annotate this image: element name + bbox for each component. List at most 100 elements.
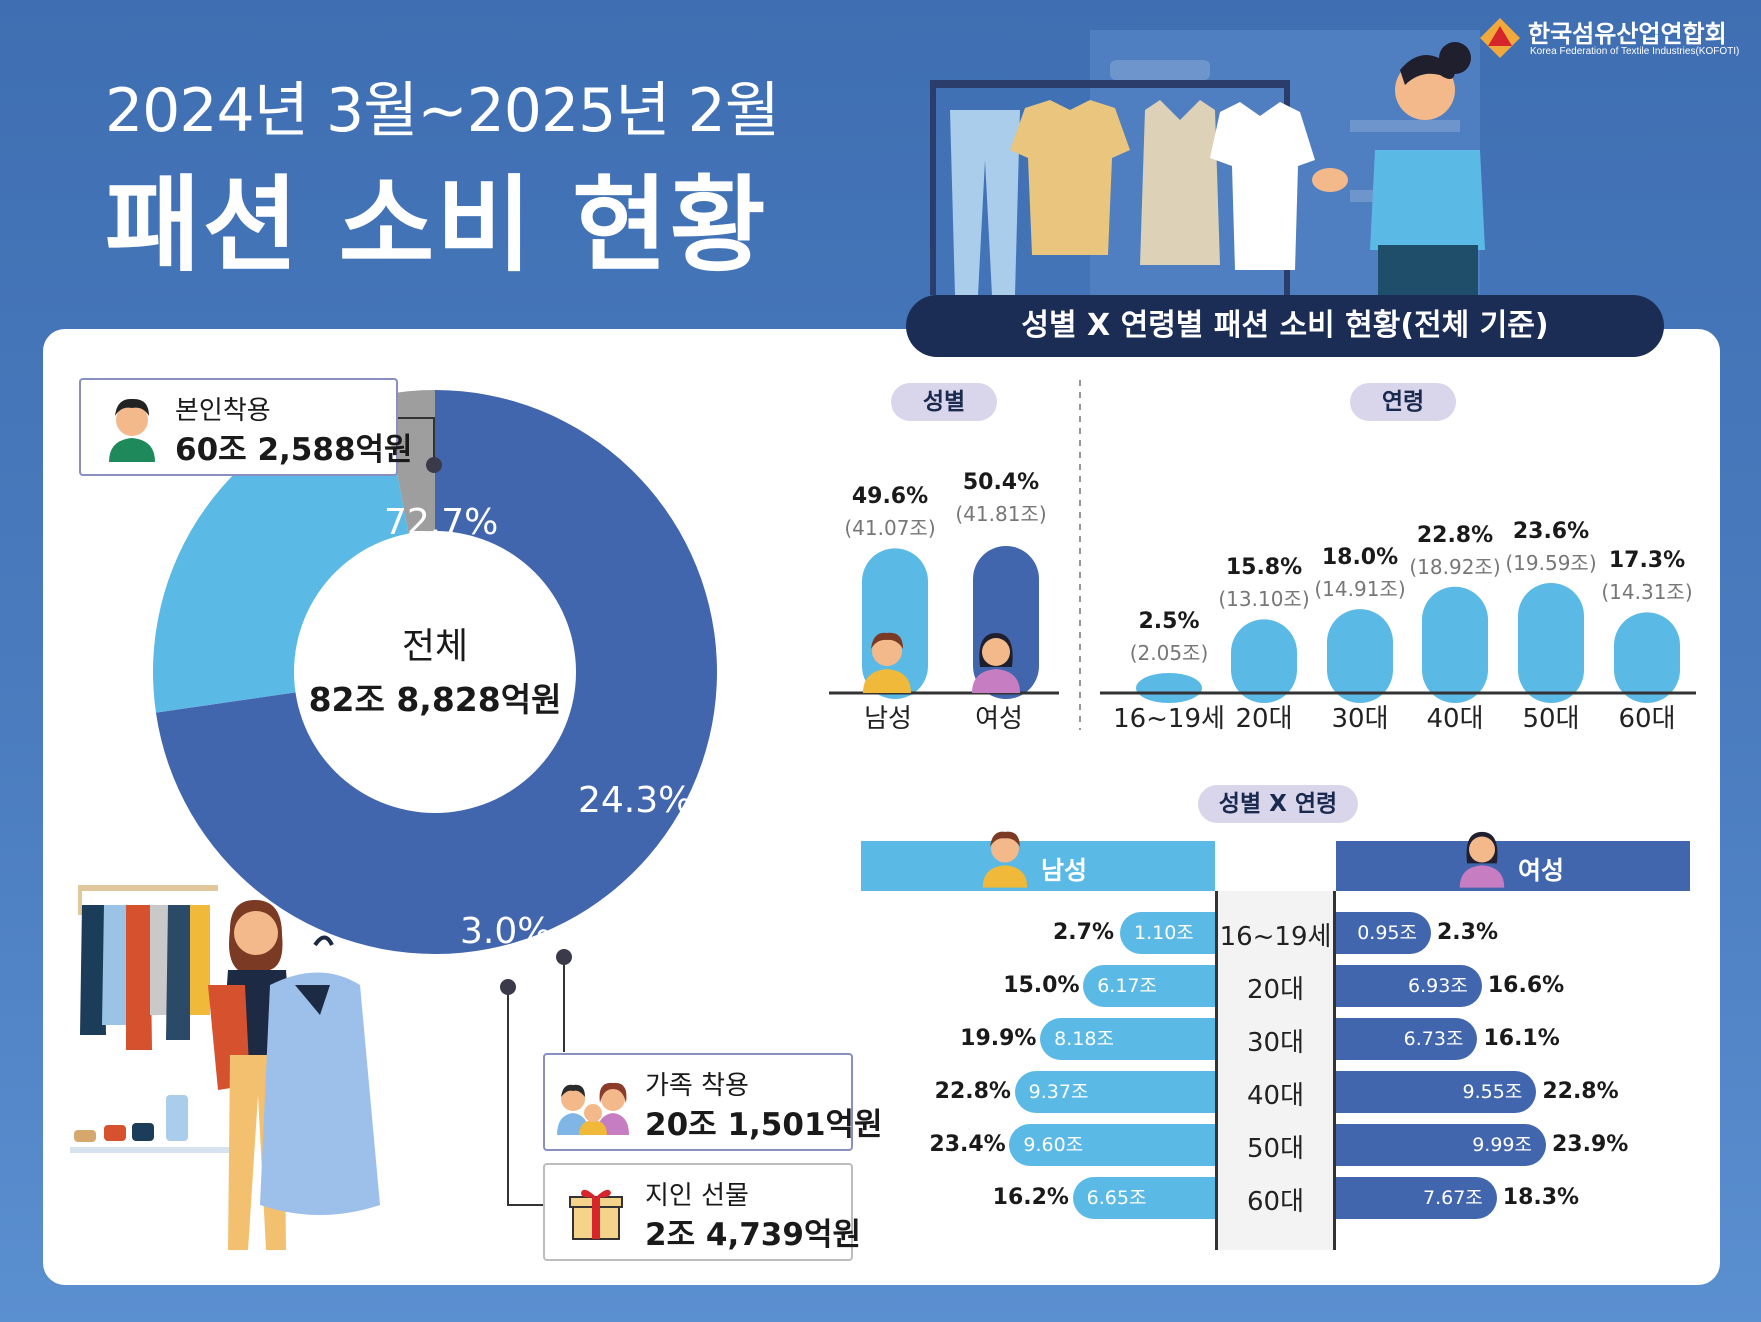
female-avatar-icon [1459,831,1505,888]
age-amt-label: (14.31조) [1601,580,1693,605]
donut-pct-family: 24.3% [578,780,693,821]
age-bar [1231,619,1297,703]
gender-bar-chart: 49.6% (41.07조) 50.4% (41.81조) 남성 여성 [829,450,1059,735]
gender-amt-female: (41.81조) [955,502,1047,526]
pyramid-pct-male: 19.9% [960,1026,1037,1051]
pyramid-pct-female: 16.6% [1487,973,1565,998]
pyramid-pct-female: 22.8% [1542,1079,1619,1104]
age-amt-label: (2.05조) [1129,641,1209,665]
age-bar [1422,586,1488,703]
logo-name-en: Korea Federation of Textile Industries(K… [1530,46,1740,57]
callout-self: 본인착용 60조 2,588억원 [79,378,413,476]
pyramid-amt-male: 6.65조 [1086,1187,1147,1209]
pyramid-bar-male: 6.17조 [1083,965,1215,1007]
pyramid-bar-male: 8.18조 [1040,1018,1215,1060]
pyramid-amt-female: 9.99조 [1472,1134,1532,1156]
pyramid-pct-male: 2.7% [1052,920,1114,945]
gender-cat-female: 여성 [975,704,1023,734]
pyramid-amt-female: 9.55조 [1462,1081,1523,1103]
pyramid-age-label: 30대 [1246,1028,1304,1058]
pyramid-amt-female: 6.73조 [1403,1028,1464,1050]
pyramid-header-female: 여성 [1336,831,1690,891]
callout-gift: 지인 선물 2조 4,739억원 [543,1163,861,1261]
age-bar-chart: 2.5% (2.05조) 16~19세 15.8% (13.10조) 20대 18.0% (1… [1100,450,1700,735]
logo-name-kr: 한국섬유산업연합회 [1528,20,1727,48]
age-cat-label: 16~19세 [1113,704,1225,734]
pyramid-pct-female: 18.3% [1502,1185,1580,1210]
age-amt-label: (13.10조) [1218,587,1310,612]
donut-pct-self: 72.7% [384,502,499,543]
pyramid-header-male-label: 남성 [1041,856,1088,885]
gender-pct-female: 50.4% [962,470,1040,495]
pyramid-pct-male: 22.8% [934,1079,1011,1104]
age-pct-label: 18.0% [1321,545,1399,571]
pyramid-bar-female: 6.93조 [1336,965,1482,1007]
pyramid-header-male: 남성 [861,831,1215,891]
callout-family-value: 20조 1,501억원 [645,1107,883,1143]
page-title: 패션 소비 현황 [105,164,768,286]
age-bar [1614,612,1680,703]
pyramid-bar-female: 9.99조 [1336,1124,1546,1166]
pyramid-amt-male: 8.18조 [1054,1028,1114,1050]
pyramid-age-label: 16~19세 [1219,922,1332,952]
callout-gift-label: 지인 선물 [645,1181,749,1211]
pyramid-bar-male: 6.65조 [1072,1177,1215,1219]
callout-self-value: 60조 2,588억원 [175,432,413,468]
age-bar [1327,609,1393,703]
man-avatar-icon [109,398,155,462]
pyramid-amt-male: 9.37조 [1028,1081,1089,1103]
pyramid-bar-male: 9.37조 [1014,1071,1215,1113]
section-banner: 성별 X 연령별 패션 소비 현황(전체 기준) [906,295,1664,357]
pyramid-amt-male: 1.10조 [1134,922,1194,944]
age-bar [1136,673,1202,703]
male-avatar-icon [863,632,911,693]
pyramid-amt-female: 7.67조 [1422,1187,1483,1209]
pyramid-age-label: 40대 [1246,1081,1304,1111]
donut-center: 전체 82조 8,828억원 [294,531,576,813]
family-icon [557,1082,629,1135]
pyramid-age-label: 50대 [1246,1134,1304,1164]
pyramid-pct-female: 23.9% [1552,1132,1629,1157]
pyramid-bar-female: 9.55조 [1336,1071,1537,1113]
pill-age: 연령 [1350,383,1456,421]
age-cat-label: 50대 [1522,704,1580,734]
donut-center-value: 82조 8,828억원 [308,680,562,719]
shopping-woman-illustration [70,885,380,1250]
gift-box-icon [569,1189,623,1240]
callout-self-label: 본인착용 [175,396,271,426]
pyramid-pct-male: 23.4% [929,1132,1006,1157]
age-amt-label: (19.59조) [1505,551,1597,575]
pyramid-bar-male: 1.10조 [1120,912,1215,954]
pyramid-age-label: 20대 [1246,975,1304,1005]
age-cat-label: 20대 [1235,704,1293,734]
pill-gender-age: 성별 X 연령 [1198,785,1358,823]
pyramid-bar-female: 7.67조 [1336,1177,1497,1219]
age-pct-label: 17.3% [1608,548,1686,574]
female-avatar-icon [972,633,1020,693]
age-amt-label: (14.91조) [1314,577,1406,602]
pyramid-age-column [1215,891,1336,1250]
pyramid-amt-male: 9.60조 [1023,1134,1084,1156]
gender-cat-male: 남성 [864,704,912,734]
pyramid-pct-male: 15.0% [1003,973,1080,998]
pyramid-pct-female: 2.3% [1437,920,1499,945]
pill-gender: 성별 [891,383,997,421]
age-cat-label: 30대 [1331,704,1389,734]
callout-family: 가족 착용 20조 1,501억원 [543,1053,883,1151]
pyramid-bar-male: 9.60조 [1009,1124,1215,1166]
donut-center-label: 전체 [401,626,469,667]
section-divider [1079,380,1081,730]
pyramid-pct-female: 16.1% [1483,1026,1560,1051]
gender-amt-male: (41.07조) [844,516,936,540]
pyramid-amt-female: 0.95조 [1357,922,1417,944]
age-bars [1100,583,1696,703]
age-pct-label: 2.5% [1138,609,1200,634]
period-subtitle: 2024년 3월~2025년 2월 [105,76,780,146]
age-pct-label: 23.6% [1512,519,1590,544]
donut-pct-gift: 3.0% [460,911,552,952]
pyramid-header-female-label: 여성 [1518,856,1565,885]
pyramid-amt-male: 6.17조 [1097,975,1157,997]
age-bar [1518,583,1584,703]
